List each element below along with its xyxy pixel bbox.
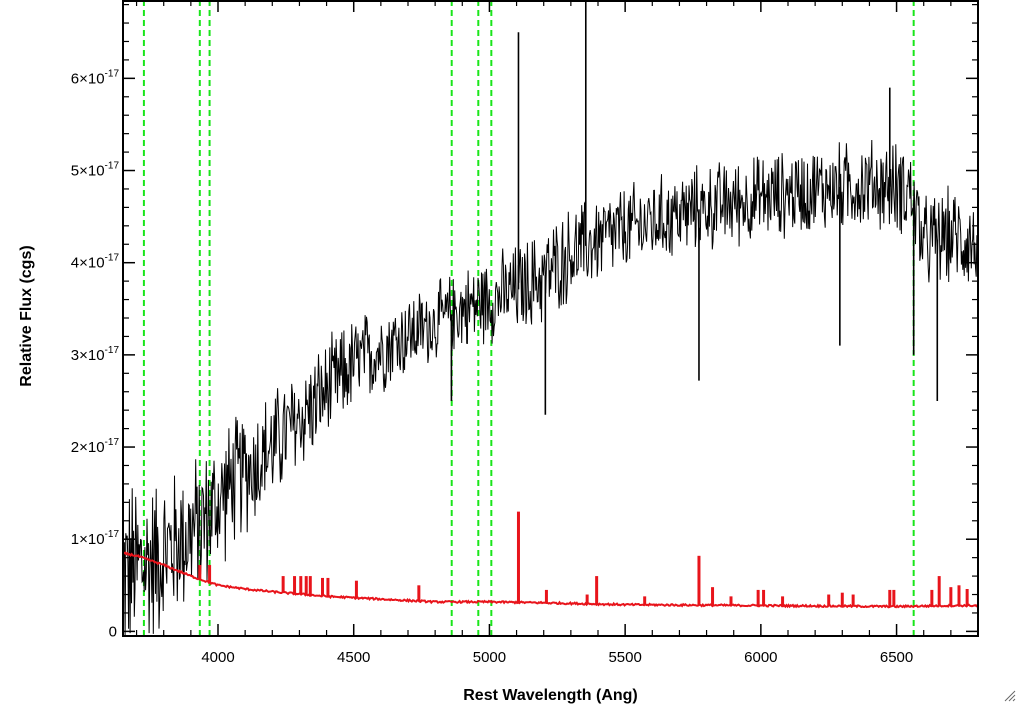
model-spectrum-line — [122, 551, 979, 609]
x-axis-label: Rest Wavelength (Ang) — [463, 687, 638, 704]
observed-spectrum — [122, 0, 979, 636]
y-tick-labels: 0 1×10-17 2×10-17 3×10-17 4×10-17 5×10-17 6×10… — [71, 68, 120, 640]
x-tick-label: 5000 — [473, 649, 506, 666]
y-tick-label: 2×10-17 — [71, 437, 120, 456]
x-tick-label: 4000 — [201, 649, 234, 666]
resize-grip-icon[interactable] — [1004, 690, 1016, 702]
y-axis-label: Relative Flux (cgs) — [18, 245, 35, 386]
model-spectrum — [122, 511, 979, 609]
y-tick-label: 5×10-17 — [71, 161, 120, 180]
x-tick-label: 6000 — [744, 649, 777, 666]
x-tick-label: 6500 — [880, 649, 913, 666]
y-tick-label: 3×10-17 — [71, 345, 120, 364]
x-tick-label: 4500 — [337, 649, 370, 666]
y-tick-label: 1×10-17 — [71, 529, 120, 548]
axis-ticks — [123, 0, 979, 636]
line-markers — [142, 0, 915, 636]
x-tick-label: 5500 — [608, 649, 641, 666]
y-tick-label: 0 — [109, 623, 117, 640]
y-tick-label: 6×10-17 — [71, 68, 120, 87]
y-tick-label: 4×10-17 — [71, 253, 120, 272]
plot-frame — [122, 0, 979, 637]
observed-spectrum-line — [122, 139, 979, 636]
x-tick-labels: 4000 4500 5000 5500 6000 6500 — [201, 649, 913, 666]
